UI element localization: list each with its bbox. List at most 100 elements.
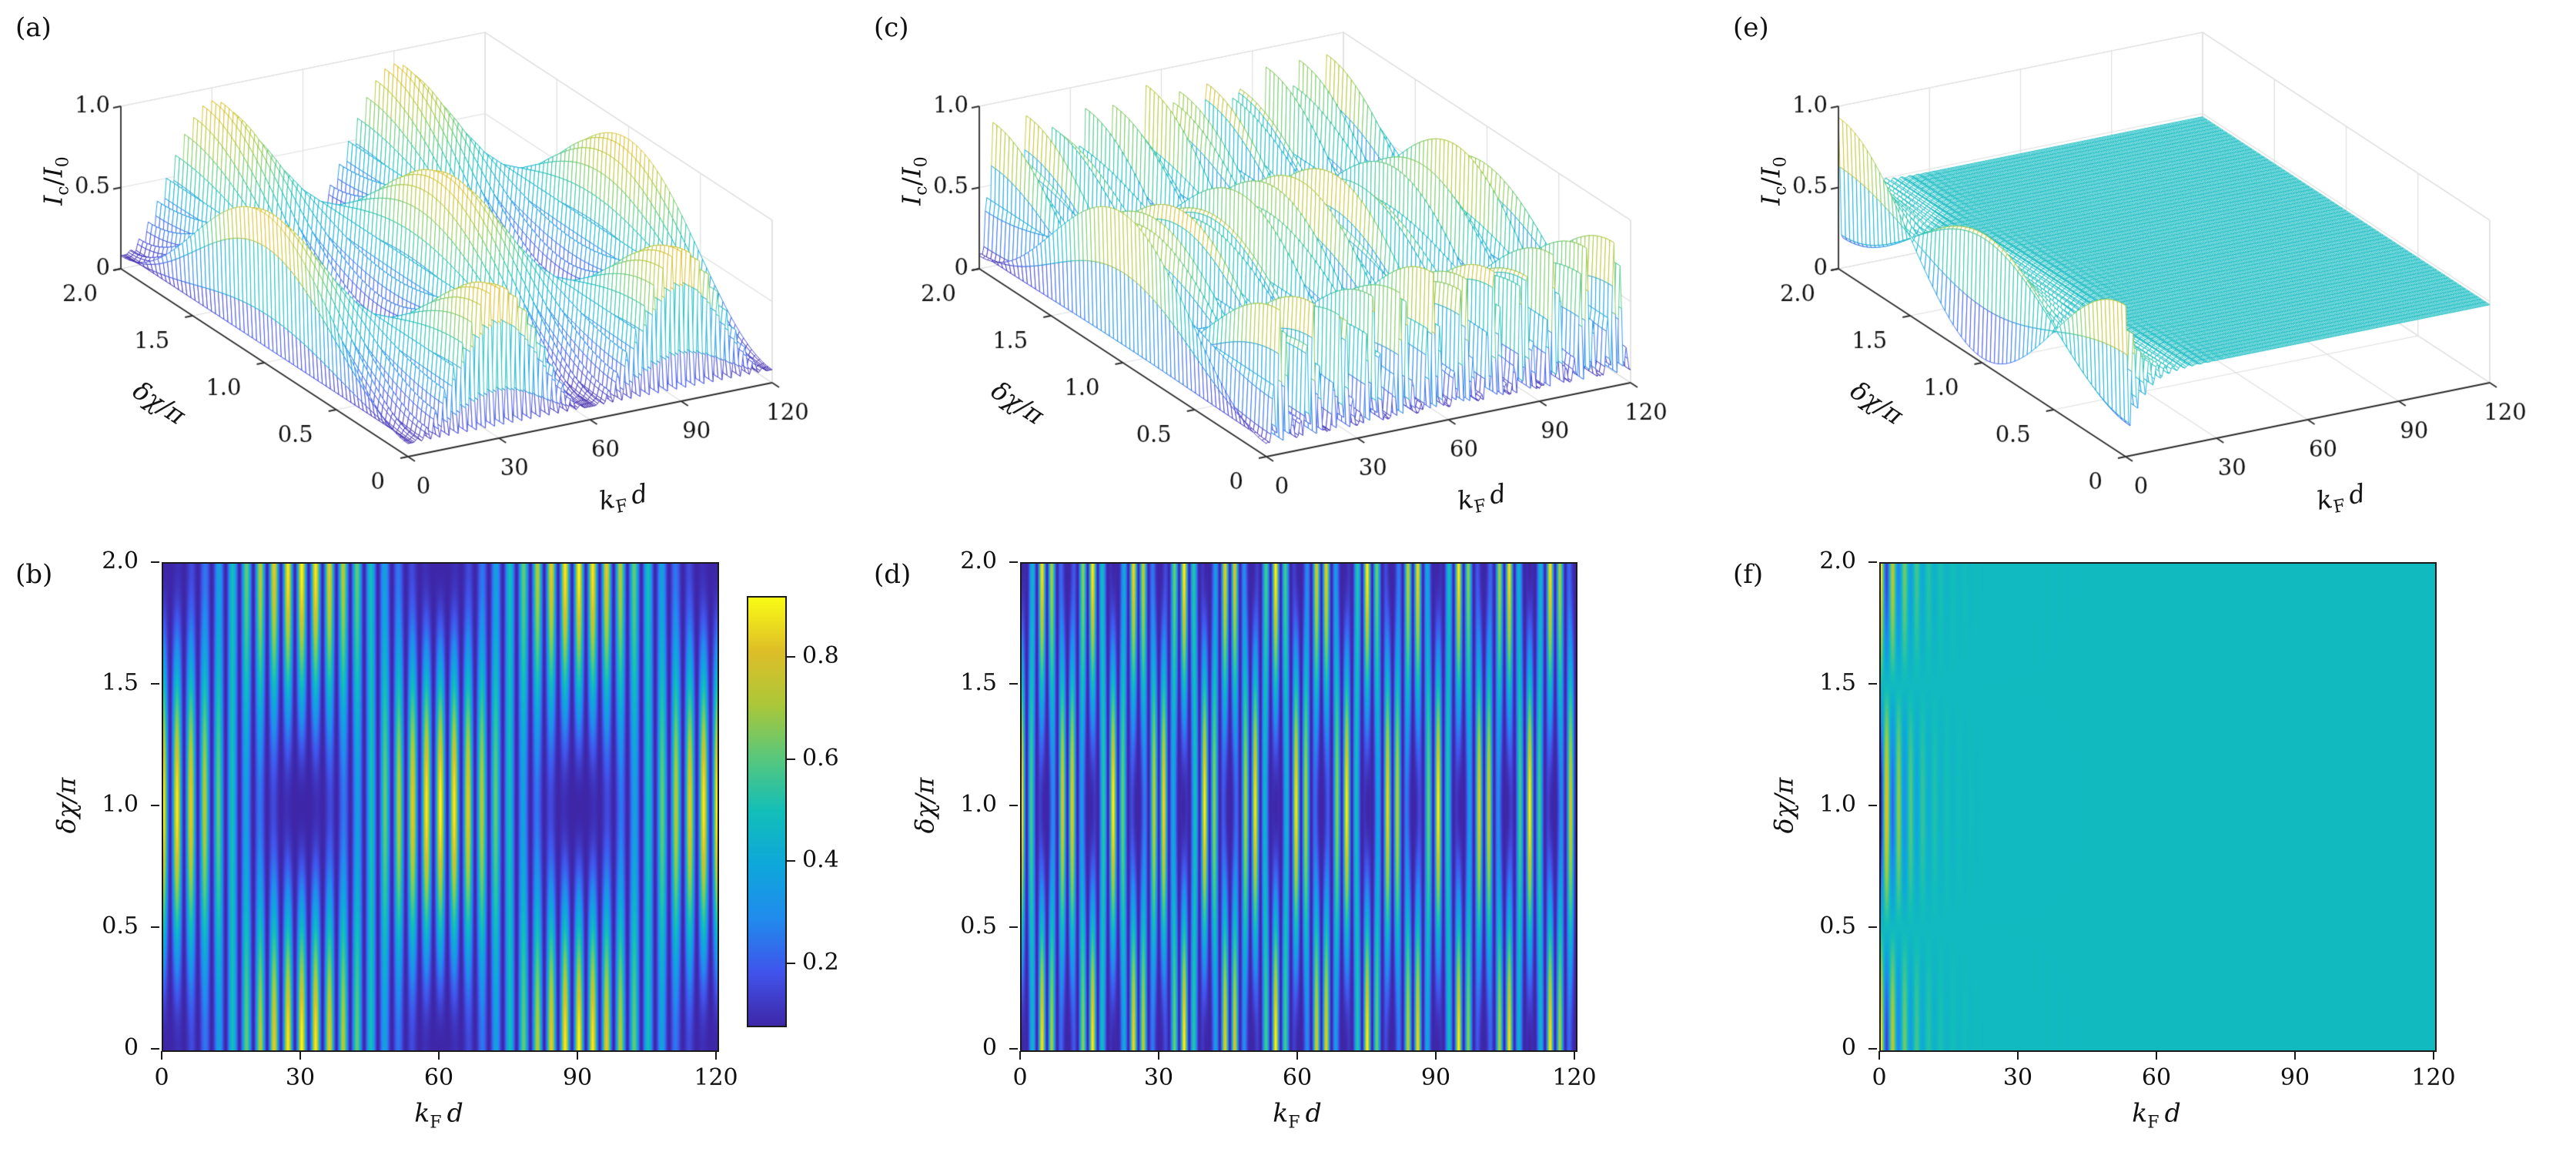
y-axis-label: δχ/π	[910, 778, 940, 834]
z-label-sub: c	[53, 186, 73, 196]
heatmap-panel-d: (d) 0 30 60 90 120 0 0.5 1.0 1.5 2.0 δχ/π kF d	[858, 539, 1717, 1152]
x-axis-label: kFd	[2314, 478, 2368, 521]
x-label-symbol: k	[1273, 1097, 1289, 1128]
x-tick-mark	[577, 1051, 578, 1060]
x-label-sub: F	[1288, 1113, 1300, 1133]
x-axis-label: kFd	[597, 478, 651, 521]
x-tick-label: 120	[1552, 1064, 1597, 1091]
panel-label: (f)	[1733, 559, 1764, 590]
z-label-symbol: I	[896, 195, 927, 206]
colorbar-tick-mark	[787, 758, 795, 760]
z-label-sub2: 0	[912, 156, 932, 168]
y-tick-mark	[1009, 1048, 1018, 1050]
x-tick-mark	[715, 1051, 717, 1060]
y-tick-label: 1.5	[102, 669, 139, 696]
colorbar-tick-label: 0.8	[802, 642, 839, 670]
y-tick-label: 1.5	[960, 669, 997, 696]
z-axis-label: Ic/I0	[38, 156, 73, 206]
z-axis-label: Ic/I0	[1756, 156, 1791, 206]
heatmap-canvas	[162, 562, 719, 1052]
z-label-symbol: I	[1755, 195, 1786, 206]
z-label-sub2: 0	[1771, 156, 1791, 168]
colorbar-tick-label: 0.2	[802, 948, 839, 976]
heatmap-canvas	[1020, 562, 1577, 1052]
x-tick-label: 90	[2280, 1064, 2310, 1091]
x-tick-label: 30	[2002, 1064, 2033, 1091]
x-tick-label: 30	[1143, 1064, 1174, 1091]
x-tick-mark	[2294, 1051, 2296, 1060]
colorbar-tick-label: 0.4	[802, 846, 839, 874]
surface-plot-canvas	[1748, 0, 2564, 508]
x-label-symbol2: d	[1305, 1097, 1322, 1128]
x-label-sub: F	[2332, 496, 2347, 517]
surface-plot-canvas	[31, 0, 847, 508]
y-label-text: δχ/π	[909, 777, 940, 834]
z-label-sub2: 0	[53, 156, 73, 168]
x-tick-mark	[1878, 1051, 1880, 1060]
x-tick-mark	[1158, 1051, 1159, 1060]
z-label-symbol2: I	[1755, 167, 1786, 178]
y-label-text: δχ/π	[1768, 777, 1799, 834]
x-tick-mark	[438, 1051, 440, 1060]
y-tick-mark	[1009, 926, 1018, 928]
z-label-slash: /	[896, 177, 927, 186]
y-tick-mark	[1009, 561, 1018, 563]
x-tick-mark	[2156, 1051, 2157, 1060]
x-label-symbol2: d	[2164, 1097, 2181, 1128]
x-tick-mark	[2433, 1051, 2434, 1060]
surface-plot-canvas	[889, 0, 1705, 508]
x-tick-mark	[1296, 1051, 1298, 1060]
y-tick-mark	[1868, 561, 1877, 563]
x-label-sub: F	[2147, 1113, 2159, 1133]
colorbar-tick-mark	[787, 656, 795, 658]
x-tick-label: 90	[562, 1064, 593, 1091]
y-tick-label: 0	[982, 1034, 997, 1061]
y-label-text: δχ/π	[51, 777, 82, 834]
x-tick-mark	[299, 1051, 301, 1060]
y-axis-label: δχ/π	[1769, 778, 1799, 834]
surface-panel-a: (a) Ic/I0 δχ/π kFd	[0, 0, 858, 539]
z-label-slash: /	[1755, 177, 1786, 186]
y-tick-label: 1.0	[1819, 791, 1856, 818]
figure-column-3: (e) Ic/I0 δχ/π kFd (f) 0 30 60 90 120 0 0.5 1.0…	[1718, 0, 2576, 1152]
y-tick-mark	[151, 561, 159, 563]
y-tick-label: 0	[1841, 1034, 1856, 1061]
heatmap-canvas	[1879, 562, 2437, 1052]
z-label-symbol2: I	[896, 167, 927, 178]
z-label-slash: /	[38, 177, 69, 186]
y-tick-mark	[1868, 926, 1877, 928]
y-tick-mark	[151, 805, 159, 806]
y-tick-label: 1.0	[102, 791, 139, 818]
x-tick-label: 120	[2411, 1064, 2456, 1091]
x-label-sub: F	[614, 496, 630, 517]
colorbar-tick-mark	[787, 962, 795, 964]
z-label-sub: c	[912, 186, 932, 196]
y-tick-label: 0.5	[1819, 913, 1856, 939]
x-axis-label: kFd	[1455, 478, 1509, 521]
y-tick-label: 2.0	[1819, 548, 1856, 574]
y-axis-label: δχ/π	[52, 778, 82, 834]
x-label-sub: F	[430, 1113, 442, 1133]
x-tick-label: 120	[694, 1064, 738, 1091]
y-tick-mark	[1009, 805, 1018, 806]
x-label-sub: F	[1473, 496, 1488, 517]
x-label-symbol: k	[2132, 1097, 2148, 1128]
y-tick-mark	[1868, 805, 1877, 806]
colorbar-canvas	[747, 596, 787, 1027]
y-tick-label: 0.5	[960, 913, 997, 939]
surface-panel-e: (e) Ic/I0 δχ/π kFd	[1718, 0, 2576, 539]
heatmap-panel-f: (f) 0 30 60 90 120 0 0.5 1.0 1.5 2.0 δχ/π kF d	[1718, 539, 2576, 1152]
x-tick-label: 60	[2141, 1064, 2172, 1091]
y-tick-mark	[151, 1048, 159, 1050]
z-axis-label: Ic/I0	[897, 156, 932, 206]
surface-panel-c: (c) Ic/I0 δχ/π kFd	[858, 0, 1717, 539]
x-tick-label: 0	[1872, 1064, 1887, 1091]
y-tick-label: 1.5	[1819, 669, 1856, 696]
y-tick-mark	[1868, 683, 1877, 685]
x-tick-mark	[1435, 1051, 1437, 1060]
x-tick-label: 90	[1420, 1064, 1451, 1091]
x-tick-mark	[2017, 1051, 2019, 1060]
x-tick-label: 0	[154, 1064, 169, 1091]
